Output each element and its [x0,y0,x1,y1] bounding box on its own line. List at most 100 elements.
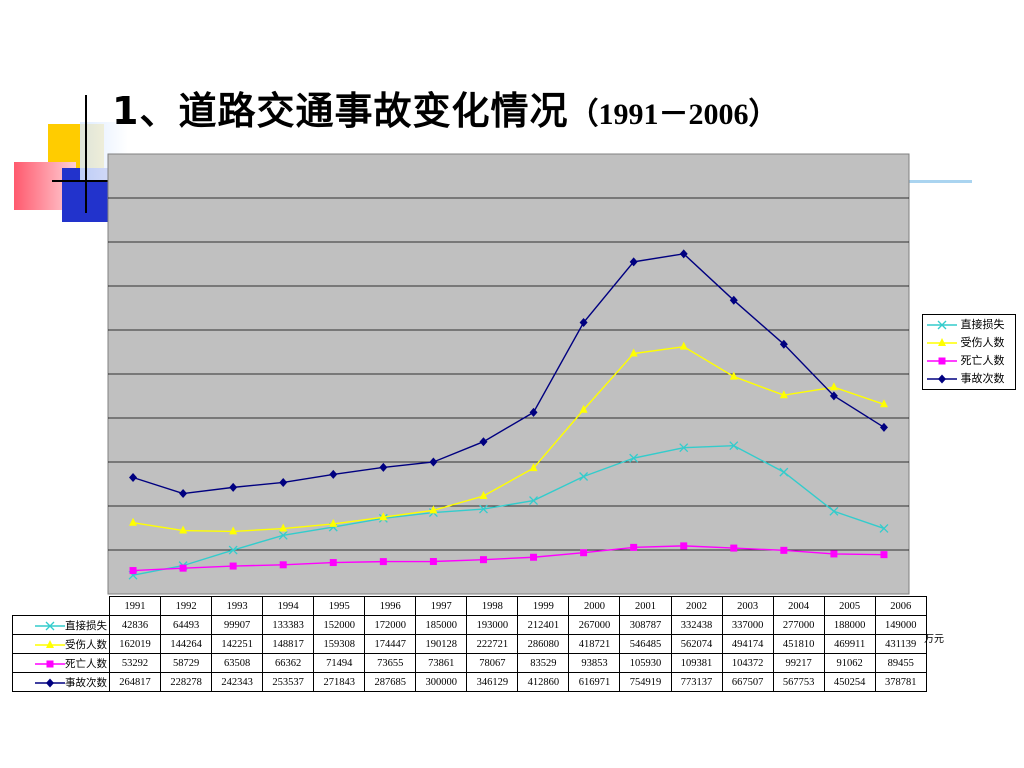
legend-swatch [927,320,957,330]
data-point [580,549,588,557]
data-point [479,437,488,447]
data-point [329,559,337,567]
data-point [629,453,639,463]
x-tick-label: 2001 [619,596,672,616]
data-cell: 53292 [108,653,162,673]
series-line-1 [132,445,885,576]
data-cell: 99217 [772,653,825,673]
data-point [179,525,188,534]
data-point [129,567,137,575]
x-tick-label: 1991 [108,596,162,616]
legend-item: 事故次数 [927,371,1005,387]
data-cell: 93853 [568,653,621,673]
data-point [279,477,288,487]
x-tick-label: 2006 [874,596,927,616]
data-cell: 193000 [466,615,519,635]
x-tick-label: 2004 [772,596,825,616]
data-point [879,399,888,408]
data-cell: 148817 [262,634,315,654]
data-cell: 42836 [108,615,162,635]
data-cell: 188000 [823,615,876,635]
data-cell: 773137 [670,672,723,692]
data-point [579,318,588,328]
data-point [479,504,488,514]
title-years: （1991－2006） [568,98,779,131]
data-point [679,249,688,259]
data-point [780,546,788,554]
data-cell: 286080 [517,634,570,654]
data-cell: 450254 [823,672,876,692]
data-point [129,517,138,526]
data-point [479,556,487,564]
x-tick-label: 1993 [211,596,264,616]
legend-item: 死亡人数 [927,353,1005,369]
x-tick-label: 1996 [364,596,417,616]
data-cell: 162019 [108,634,162,654]
data-cell: 83529 [517,653,570,673]
legend-label: 受伤人数 [957,336,1005,349]
data-point [429,558,437,566]
data-point [729,295,738,305]
data-point [529,463,538,472]
x-tick-label: 1997 [415,596,468,616]
data-cell: 332438 [670,615,723,635]
data-cell: 616971 [568,672,621,692]
data-cell: 567753 [772,672,825,692]
data-cell: 562074 [670,634,723,654]
data-cell: 152000 [313,615,366,635]
data-point [179,489,188,499]
data-point [530,553,538,561]
data-point [829,506,839,516]
data-cell: 451810 [772,634,825,654]
data-cell: 105930 [619,653,672,673]
data-cell: 253537 [262,672,315,692]
data-cell: 267000 [568,615,621,635]
data-cell: 300000 [415,672,468,692]
data-cell: 66362 [262,653,315,673]
legend-swatch [927,374,957,384]
data-cell: 73655 [364,653,417,673]
series-name: 事故次数 [65,677,107,689]
data-cell: 378781 [874,672,927,692]
data-point [779,467,789,477]
decor-vertical-line [85,95,87,213]
data-cell: 337000 [721,615,774,635]
data-cell: 142251 [211,634,264,654]
data-cell: 174447 [364,634,417,654]
data-cell: 754919 [619,672,672,692]
data-point [379,462,388,472]
data-cell: 133383 [262,615,315,635]
legend-swatch [35,678,65,688]
decor-horizontal-line [52,180,118,182]
series-label-cell: 事故次数 [12,672,110,692]
data-cell: 287685 [364,672,417,692]
data-point [880,551,888,559]
data-point [629,257,638,267]
data-point [629,348,638,357]
data-point [529,407,538,417]
data-cell: 469911 [823,634,876,654]
data-cell: 412860 [517,672,570,692]
data-point [579,472,589,481]
x-tick-label: 2002 [670,596,723,616]
table-row: 死亡人数 53292 58729 63508 66362 71494 73655 73861 7… [12,653,927,673]
data-point [679,341,688,350]
data-point [829,391,838,401]
data-cell: 104372 [721,653,774,673]
data-cell: 242343 [211,672,264,692]
data-cell: 99907 [211,615,264,635]
data-point [729,441,739,451]
data-point [879,422,888,432]
legend-swatch [35,660,65,668]
x-tick-label: 1998 [466,596,519,616]
x-tick-label: 1992 [160,596,213,616]
legend-swatch [35,621,65,631]
data-point [129,472,138,482]
series-line-3 [132,545,884,572]
series-name: 死亡人数 [65,658,107,670]
series-name: 受伤人数 [65,639,107,651]
chart-legend: 直接损失 受伤人数 死亡人数 事故次数 [922,314,1016,390]
series-line-4 [132,253,885,495]
data-point [680,542,688,550]
data-point [679,443,689,453]
